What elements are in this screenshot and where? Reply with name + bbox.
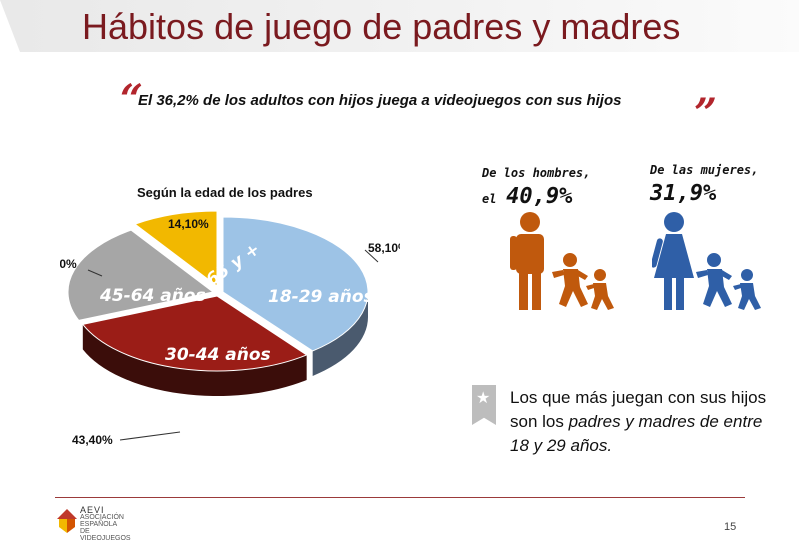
logo-name: AEVI [80, 505, 105, 515]
pie-side-18-29 [312, 292, 368, 376]
page-title: Hábitos de juego de padres y madres [82, 6, 681, 47]
value-label-30-44: 43,40% [72, 433, 113, 447]
men-value: 40,9% [506, 184, 573, 209]
value-label-65-plus: 14,10% [168, 217, 209, 231]
men-line1: De los hombres, [482, 166, 591, 180]
quote-text: El 36,2% de los adultos con hijos juega … [138, 92, 622, 109]
leader-30-44 [119, 431, 181, 441]
footer-divider [55, 497, 745, 498]
note-plain-text: Los que más juegan con sus hijos son los [510, 388, 767, 431]
seg-label-45-64: 45-64 años [99, 286, 206, 306]
close-quote-mark: ” [694, 90, 718, 137]
pie-slice-65-plus [134, 210, 218, 288]
value-label-18-29: 58,10% [368, 241, 400, 255]
logo-text: AEVI ASOCIACIÓN ESPAÑOLA DE VIDEOJUEGOS [80, 505, 131, 543]
open-quote-mark: “ [120, 76, 144, 123]
pie-side-30-44 [82, 324, 307, 396]
men-line2-prefix: el [482, 192, 497, 206]
value-label-45-64: 31,90% [60, 257, 77, 271]
star-bookmark-icon: ★ [472, 385, 496, 425]
chart-title: Según la edad de los padres [137, 185, 313, 200]
logo-subtitle: ASOCIACIÓN ESPAÑOLA DE VIDEOJUEGOS [80, 514, 131, 542]
aevi-logo-icon [57, 509, 77, 533]
father-with-children-icon [510, 212, 614, 310]
women-value: 31,9% [650, 181, 717, 206]
leader-18-29 [364, 249, 379, 263]
pie-chart: 18-29 años 30-44 años 45-64 años 65 y + … [60, 210, 400, 447]
mother-with-children-icon [652, 212, 761, 310]
pie-slice-30-44 [81, 295, 308, 372]
seg-label-30-44: 30-44 años [165, 345, 271, 365]
note-emphasis-text: padres y madres de entre 18 y 29 años. [510, 412, 763, 455]
seg-label-18-29: 18-29 años [268, 287, 374, 307]
pie-slice-45-64 [67, 229, 215, 321]
leader-45-64 [87, 269, 103, 277]
women-line1: De las mujeres, [650, 163, 759, 177]
highlight-note: Los que más juegan con sus hijos son los… [510, 386, 770, 458]
title-band [0, 0, 799, 52]
pie-slice-18-29 [222, 216, 369, 352]
page-number: 15 [724, 521, 737, 533]
